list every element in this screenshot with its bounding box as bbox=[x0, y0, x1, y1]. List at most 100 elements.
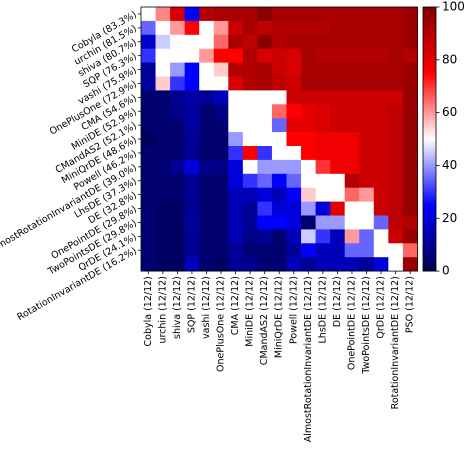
heatmap-cell bbox=[315, 62, 331, 77]
heatmap-cell bbox=[301, 118, 316, 133]
heatmap-cell bbox=[257, 243, 273, 258]
column-label: CMandAS2 (12/12) bbox=[259, 276, 270, 365]
heatmap-cell bbox=[257, 187, 273, 202]
heatmap-cell bbox=[373, 90, 389, 105]
heatmap-cell bbox=[344, 76, 360, 91]
column-label: LhsDE (12/12) bbox=[317, 276, 328, 343]
heatmap-cell bbox=[359, 104, 375, 119]
heatmap-cell bbox=[228, 146, 244, 161]
heatmap-cell bbox=[315, 7, 331, 22]
heatmap-cell bbox=[242, 159, 258, 175]
heatmap-cell bbox=[402, 48, 418, 63]
heatmap-cell bbox=[315, 257, 331, 272]
heatmap-cell bbox=[170, 173, 186, 189]
heatmap-cell bbox=[388, 34, 404, 50]
heatmap-cell bbox=[199, 257, 215, 272]
heatmap-cell bbox=[170, 34, 186, 50]
heatmap-cell bbox=[388, 257, 404, 272]
heatmap-cell bbox=[228, 104, 244, 119]
heatmap-cell bbox=[359, 243, 375, 258]
heatmap-cell bbox=[388, 187, 404, 202]
heatmap-cell bbox=[228, 173, 244, 189]
heatmap-cell bbox=[330, 243, 346, 258]
heatmap-cell bbox=[286, 132, 302, 147]
heatmap-cell bbox=[257, 34, 273, 50]
heatmap-cell bbox=[199, 243, 215, 258]
heatmap-cell bbox=[228, 187, 244, 202]
colorbar-tick-label: 0 bbox=[442, 264, 450, 278]
heatmap-cell bbox=[388, 229, 404, 244]
heatmap-cell bbox=[315, 229, 331, 244]
heatmap-cell bbox=[228, 159, 244, 175]
heatmap-cell bbox=[388, 7, 404, 22]
heatmap-cell bbox=[141, 159, 156, 175]
heatmap-cell bbox=[359, 76, 375, 91]
heatmap-cell bbox=[271, 48, 287, 63]
heatmap-cell bbox=[242, 62, 258, 77]
heatmap-cell bbox=[286, 146, 302, 161]
heatmap-cell bbox=[373, 243, 389, 258]
heatmap-cell bbox=[141, 118, 156, 133]
heatmap-cell bbox=[257, 201, 273, 216]
heatmap-cell bbox=[257, 48, 273, 63]
colorbar: 0 20 40 60 80 100 bbox=[422, 0, 465, 278]
column-label: PSO (12/12) bbox=[405, 276, 416, 333]
heatmap-cell bbox=[199, 132, 215, 147]
heatmap-cell bbox=[170, 146, 186, 161]
column-label: Powell (12/12) bbox=[288, 276, 299, 344]
heatmap-cell bbox=[271, 159, 287, 175]
column-label: OnePlusOne (12/12) bbox=[216, 276, 227, 372]
heatmap-cell bbox=[344, 118, 360, 133]
heatmap-cell bbox=[213, 173, 229, 189]
heatmap-cell bbox=[199, 146, 215, 161]
column-label: CMA (12/12) bbox=[230, 276, 241, 335]
column-label: RotationInvariantDE (12/12) bbox=[390, 276, 401, 409]
heatmap-cell bbox=[344, 90, 360, 105]
heatmap-cell bbox=[184, 243, 200, 258]
heatmap-cell bbox=[301, 62, 316, 77]
heatmap-cell bbox=[359, 173, 375, 189]
heatmap-cell bbox=[388, 118, 404, 133]
heatmap-cell bbox=[373, 215, 389, 230]
heatmap-cell bbox=[271, 104, 287, 119]
heatmap-cell bbox=[184, 132, 200, 147]
heatmap-cell bbox=[315, 146, 331, 161]
heatmap-cell bbox=[373, 187, 389, 202]
colorbar-tick-label: 40 bbox=[442, 158, 457, 172]
heatmap-cell bbox=[330, 159, 346, 175]
heatmap-cell bbox=[388, 76, 404, 91]
heatmap-cell bbox=[315, 90, 331, 105]
heatmap-cell bbox=[388, 146, 404, 161]
heatmap-cell bbox=[301, 159, 316, 175]
heatmap-cell bbox=[228, 62, 244, 77]
heatmap-cell bbox=[301, 229, 316, 244]
heatmap-cell bbox=[170, 159, 186, 175]
heatmap-cell bbox=[170, 132, 186, 147]
heatmap-cell bbox=[155, 187, 171, 202]
heatmap-cell bbox=[373, 132, 389, 147]
heatmap-cell bbox=[373, 146, 389, 161]
heatmap-cell bbox=[359, 201, 375, 216]
heatmap-cell bbox=[286, 229, 302, 244]
heatmap-cell bbox=[155, 215, 171, 230]
heatmap-cell bbox=[301, 34, 316, 50]
heatmap-cell bbox=[213, 132, 229, 147]
heatmap-cell bbox=[199, 7, 215, 22]
heatmap-cell bbox=[170, 76, 186, 91]
heatmap-cell bbox=[315, 20, 331, 36]
heatmap-cell bbox=[301, 76, 316, 91]
heatmap-cell bbox=[170, 187, 186, 202]
heatmap-cell bbox=[184, 159, 200, 175]
heatmap-cell bbox=[330, 118, 346, 133]
heatmap-cell bbox=[286, 187, 302, 202]
colorbar-gradient bbox=[422, 6, 437, 272]
heatmap-cell bbox=[213, 229, 229, 244]
heatmap-cell bbox=[286, 118, 302, 133]
heatmap-cell bbox=[184, 90, 200, 105]
heatmap-cell bbox=[271, 229, 287, 244]
heatmap-cell bbox=[330, 187, 346, 202]
heatmap-cell bbox=[184, 118, 200, 133]
heatmap-cell bbox=[330, 90, 346, 105]
heatmap-cell bbox=[388, 90, 404, 105]
heatmap-cell bbox=[257, 159, 273, 175]
